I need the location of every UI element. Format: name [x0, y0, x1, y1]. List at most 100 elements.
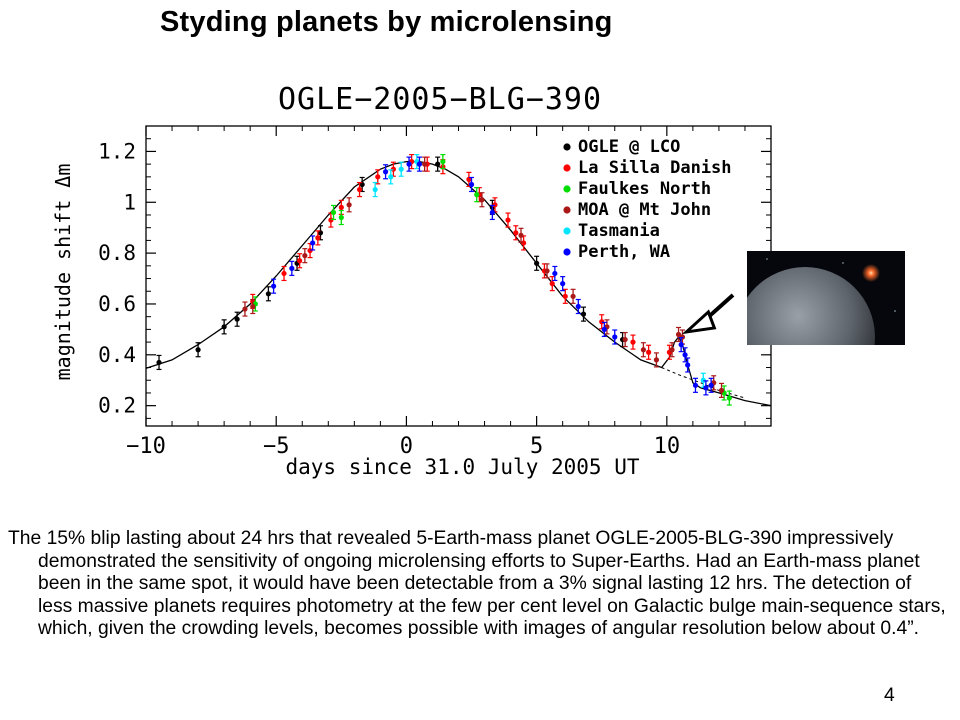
data-point	[721, 385, 727, 401]
data-point	[700, 372, 706, 388]
legend-marker	[563, 143, 571, 151]
data-marker	[242, 306, 248, 312]
data-point	[549, 276, 555, 292]
data-marker	[234, 316, 240, 322]
y-tick-label: 0.4	[98, 343, 136, 367]
data-marker	[310, 240, 316, 246]
data-marker	[552, 270, 558, 277]
data-marker	[388, 174, 394, 180]
data-marker	[338, 214, 344, 221]
body-text: The 15% blip lasting about 24 hrs that r…	[8, 528, 948, 641]
data-point	[375, 169, 381, 185]
x-tick-label: −10	[126, 434, 166, 459]
legend-marker	[563, 185, 571, 193]
data-marker	[580, 311, 587, 317]
data-point	[682, 347, 688, 363]
data-point	[685, 357, 691, 373]
data-point	[612, 329, 618, 345]
x-tick-label: 0	[400, 434, 413, 459]
arrow-head	[681, 309, 717, 335]
data-marker	[289, 265, 295, 271]
y-axis-label: magnitude shift Δm	[51, 164, 75, 381]
data-point	[406, 156, 412, 172]
y-tick-label: 1.2	[98, 139, 136, 163]
data-marker	[562, 293, 568, 299]
data-point	[601, 321, 607, 337]
data-marker	[372, 186, 378, 193]
y-tick-label: 1	[123, 190, 136, 214]
data-marker	[398, 166, 404, 172]
slide-title: Styding planets by microlensing	[160, 6, 613, 38]
data-marker	[726, 395, 732, 401]
data-point	[416, 156, 423, 172]
data-point	[466, 171, 472, 187]
data-marker	[489, 209, 495, 216]
data-marker	[653, 357, 660, 363]
data-point	[640, 342, 646, 358]
data-point	[156, 354, 162, 371]
data-marker	[718, 387, 725, 394]
data-point	[265, 286, 271, 302]
data-marker	[328, 217, 334, 223]
data-point	[599, 314, 605, 330]
data-point	[646, 344, 652, 360]
data-points	[156, 153, 732, 406]
data-marker	[302, 253, 308, 259]
x-tick-label: −5	[263, 434, 290, 459]
data-marker	[440, 158, 446, 165]
x-axis-label: days since 31.0 July 2005 UT	[285, 455, 639, 479]
data-point	[703, 380, 709, 396]
data-point	[310, 235, 316, 251]
data-marker	[468, 181, 475, 188]
data-marker	[416, 161, 423, 167]
legend-marker	[563, 164, 571, 172]
data-marker	[317, 230, 324, 236]
data-marker	[575, 303, 581, 310]
data-marker	[675, 331, 682, 338]
data-marker	[534, 260, 540, 266]
chart-title: OGLE−2005−BLG−390	[278, 82, 603, 117]
data-point	[669, 342, 675, 358]
data-marker	[297, 258, 303, 264]
data-point	[489, 204, 495, 221]
data-marker	[156, 359, 162, 366]
data-point	[518, 227, 524, 243]
data-point	[692, 377, 699, 393]
data-point	[534, 255, 540, 271]
data-point	[666, 344, 673, 360]
data-marker	[505, 217, 511, 223]
data-point	[552, 265, 558, 282]
legend-marker	[563, 206, 571, 214]
data-point	[422, 156, 428, 172]
data-marker	[513, 230, 519, 236]
y-tick-label: 0.2	[98, 394, 136, 418]
data-point	[468, 176, 475, 193]
data-marker	[560, 281, 566, 287]
data-marker	[356, 186, 363, 193]
data-point	[221, 319, 227, 335]
data-marker	[703, 385, 709, 391]
data-marker	[406, 161, 412, 167]
data-point	[435, 156, 441, 172]
data-point	[505, 212, 511, 228]
data-point	[250, 298, 256, 315]
data-marker	[601, 326, 607, 332]
data-marker	[271, 283, 277, 289]
data-point	[302, 248, 308, 264]
data-marker	[646, 349, 652, 355]
data-marker	[315, 235, 321, 241]
x-tick-label: 10	[654, 434, 681, 459]
data-marker	[682, 352, 688, 358]
data-marker	[612, 334, 618, 340]
data-point	[521, 235, 527, 251]
data-point	[330, 204, 337, 221]
data-point	[575, 298, 581, 315]
data-marker	[518, 232, 524, 238]
slide-number: 4	[884, 685, 895, 706]
data-point	[338, 209, 344, 226]
legend-marker	[563, 248, 571, 256]
data-marker	[570, 293, 576, 299]
data-marker	[390, 166, 396, 172]
data-point	[317, 225, 324, 241]
data-point	[675, 326, 682, 343]
